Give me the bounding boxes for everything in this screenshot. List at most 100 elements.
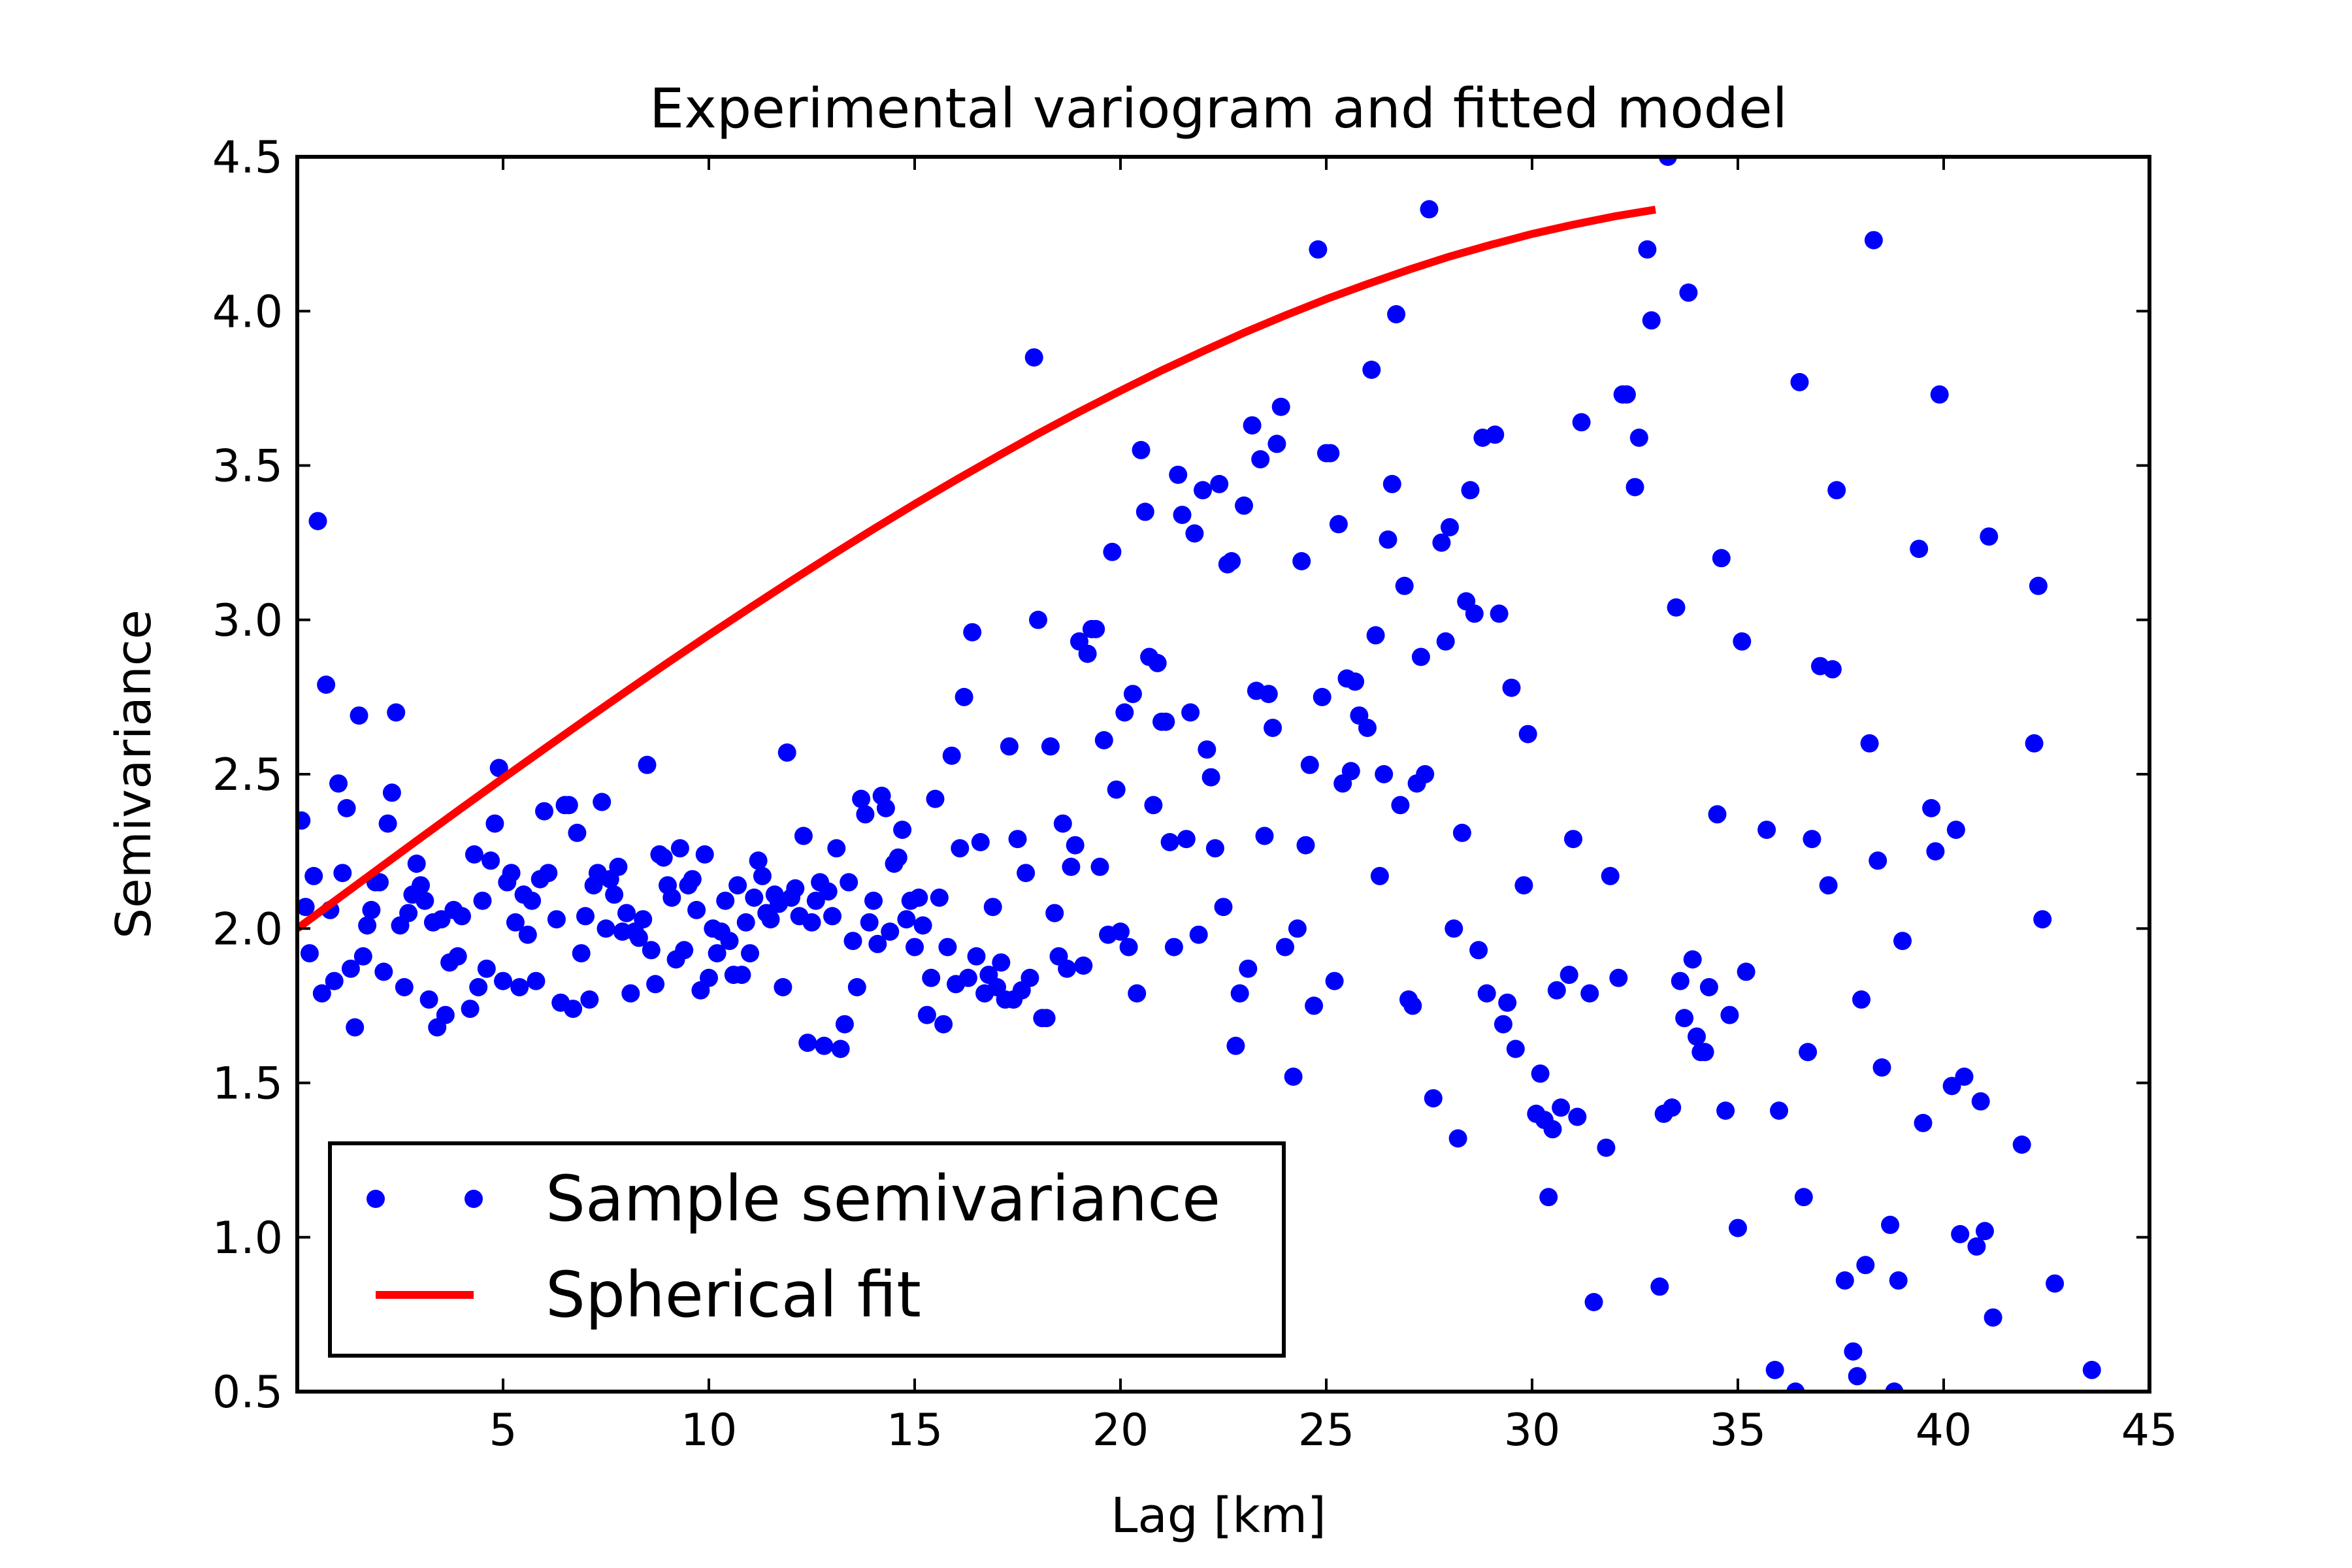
data-point <box>312 984 331 1003</box>
data-point <box>1609 968 1628 987</box>
data-point <box>827 839 846 858</box>
data-point <box>1638 240 1657 259</box>
y-tick-label: 2.0 <box>212 904 283 955</box>
data-point <box>1869 851 1887 870</box>
data-point <box>1226 1036 1245 1055</box>
data-point <box>341 959 360 978</box>
data-point <box>1799 1043 1818 1062</box>
data-point <box>1737 962 1756 981</box>
data-point <box>1518 725 1537 743</box>
x-tick-label: 30 <box>1504 1405 1561 1456</box>
data-point <box>1671 972 1690 990</box>
data-point <box>539 864 558 883</box>
data-point <box>1214 898 1233 917</box>
x-tick-label: 40 <box>1916 1405 1972 1456</box>
data-point <box>1597 1138 1616 1157</box>
data-point <box>1629 429 1648 447</box>
data-point <box>794 826 813 845</box>
data-point <box>675 941 694 960</box>
data-point <box>1642 311 1661 330</box>
data-point <box>2046 1274 2065 1293</box>
data-point <box>1086 619 1105 638</box>
data-point <box>1893 932 1912 951</box>
data-point <box>1844 1342 1863 1361</box>
data-point <box>1770 1102 1788 1120</box>
data-point <box>1169 465 1188 484</box>
data-point <box>1835 1271 1854 1290</box>
data-point <box>881 923 900 941</box>
data-point <box>774 978 792 996</box>
data-point <box>300 944 319 963</box>
data-point <box>605 885 624 904</box>
data-point <box>1848 1367 1867 1386</box>
y-tick-label: 3.0 <box>212 595 283 647</box>
data-point <box>1432 533 1451 552</box>
data-point <box>370 873 389 892</box>
data-point <box>596 919 615 938</box>
data-point <box>1329 515 1348 534</box>
data-point <box>1663 1098 1682 1117</box>
data-point <box>1305 996 1324 1015</box>
data-point <box>523 891 542 910</box>
data-point <box>518 925 537 944</box>
data-point <box>1173 506 1192 525</box>
data-point <box>593 792 612 811</box>
data-point <box>2082 1360 2101 1379</box>
data-point <box>1375 765 1394 783</box>
data-point <box>847 978 866 996</box>
data-point <box>802 913 821 932</box>
data-point <box>2025 734 2044 753</box>
data-point <box>1860 734 1879 753</box>
data-point <box>1395 576 1414 595</box>
data-point <box>1720 1005 1739 1024</box>
y-tick-label: 3.5 <box>212 441 283 493</box>
data-point <box>333 864 352 883</box>
chart-title: Experimental variogram and fitted model <box>649 76 1788 140</box>
data-point <box>1194 481 1212 500</box>
data-point <box>1617 385 1636 404</box>
data-point <box>864 891 883 910</box>
data-point <box>1465 604 1484 623</box>
data-point <box>1490 604 1509 623</box>
y-tick-label: 1.5 <box>212 1058 283 1110</box>
data-point <box>708 944 727 963</box>
data-point <box>1387 305 1406 323</box>
data-point <box>720 932 739 951</box>
data-point <box>1445 919 1463 938</box>
y-tick-label: 2.5 <box>212 749 283 801</box>
data-point <box>1976 1222 1994 1241</box>
y-tick-label: 0.5 <box>212 1367 283 1418</box>
data-point <box>922 968 941 987</box>
data-point <box>1506 1039 1525 1058</box>
data-point <box>1321 444 1340 463</box>
data-point <box>1436 632 1455 651</box>
data-point <box>1486 425 1505 444</box>
data-point <box>798 1034 817 1053</box>
x-tick-label: 5 <box>489 1405 517 1456</box>
data-point <box>1539 1188 1558 1207</box>
data-point <box>1288 919 1307 938</box>
data-point <box>419 990 438 1009</box>
data-point <box>1420 200 1439 219</box>
data-point <box>350 706 368 725</box>
data-point <box>325 972 344 990</box>
data-point <box>297 898 315 917</box>
data-point <box>1094 731 1113 749</box>
data-point <box>843 932 862 951</box>
data-point <box>831 1039 850 1058</box>
data-point <box>906 938 924 956</box>
data-point <box>453 907 471 926</box>
data-point <box>1688 1027 1706 1046</box>
data-point <box>572 944 591 963</box>
data-point <box>489 759 508 777</box>
data-point <box>382 783 401 802</box>
data-point <box>745 889 764 907</box>
data-point <box>1560 966 1578 985</box>
data-point <box>1601 866 1620 885</box>
legend-marker-point <box>465 1190 483 1208</box>
data-point <box>1029 610 1047 629</box>
data-point <box>482 851 500 870</box>
data-point <box>913 916 932 935</box>
data-point <box>1477 984 1496 1003</box>
data-point <box>416 891 434 910</box>
